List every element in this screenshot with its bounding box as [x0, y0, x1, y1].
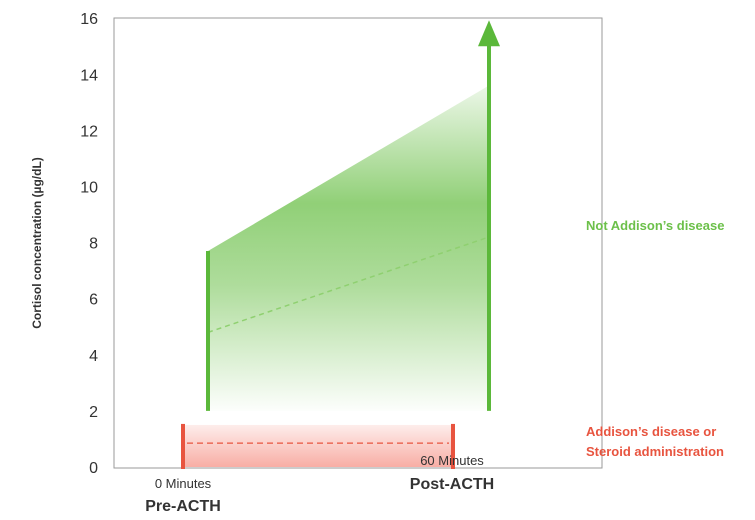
addisons-range-band: [183, 424, 453, 467]
y-tick-label: 2: [89, 404, 98, 421]
normal-response-band: [208, 85, 489, 411]
x-category-label: Pre-ACTH: [145, 498, 221, 515]
plot-frame: [113, 17, 603, 469]
y-axis-label: Cortisol concentration (µg/dL): [30, 157, 44, 329]
x-category-pre: 0 Minutes Pre-ACTH: [145, 476, 221, 515]
addisons-label-line2: Steroid administration: [586, 444, 724, 459]
x-category-sub-label: 60 Minutes: [420, 453, 484, 468]
x-category-post: 60 Minutes Post-ACTH: [410, 453, 494, 493]
y-tick-label: 0: [89, 460, 98, 477]
x-category-sub-label: 0 Minutes: [155, 476, 212, 491]
arrow-up-icon: [478, 20, 500, 47]
y-tick-label: 6: [89, 292, 98, 309]
y-tick-label: 4: [89, 348, 98, 365]
normal-median-line: [207, 236, 490, 334]
y-tick-label: 14: [80, 67, 98, 84]
y-tick-label: 8: [89, 236, 98, 253]
y-axis-ticks: 0 2 4 6 8 10 12 14 16: [80, 11, 98, 477]
y-tick-label: 12: [80, 123, 98, 140]
addisons-label-line1: Addison’s disease or: [586, 424, 716, 439]
chart-marks: [181, 20, 500, 469]
y-tick-label: 16: [80, 11, 98, 28]
y-tick-label: 10: [80, 180, 98, 197]
x-category-label: Post-ACTH: [410, 476, 494, 493]
not-addisons-label: Not Addison’s disease: [586, 218, 724, 233]
